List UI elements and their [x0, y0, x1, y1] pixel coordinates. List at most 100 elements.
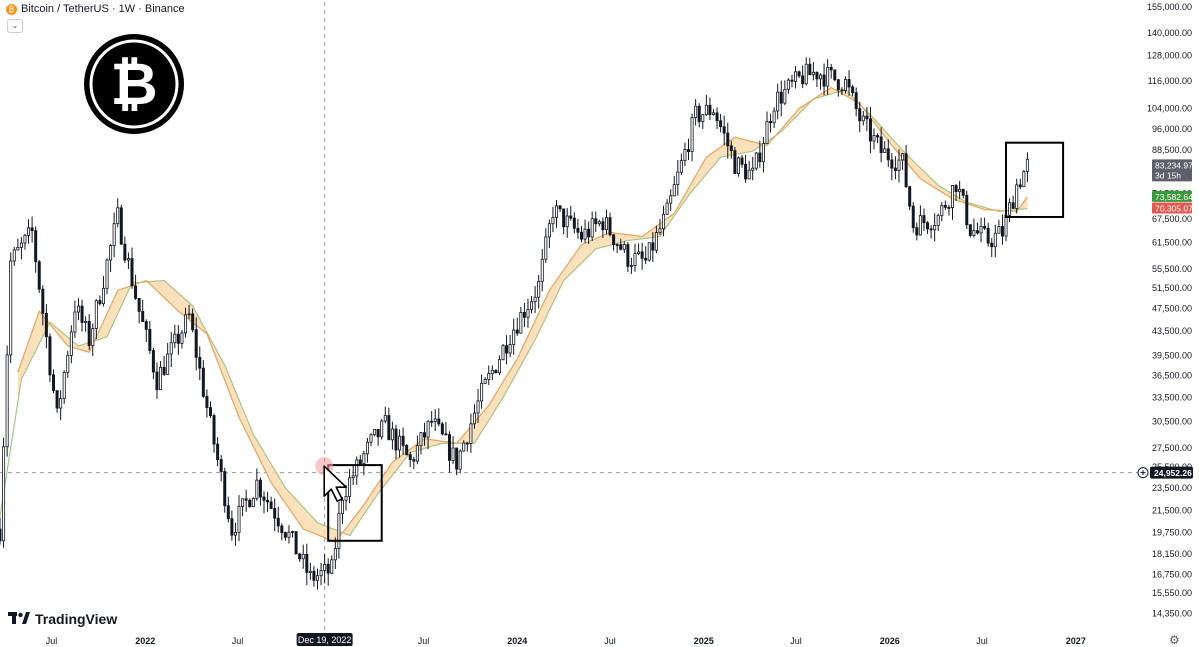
candle-body [515, 329, 519, 334]
candle-body [230, 518, 234, 536]
candle-body [216, 443, 220, 461]
candle-body [62, 371, 66, 399]
candle-body [1004, 214, 1008, 237]
highlight-box [327, 464, 383, 542]
candle-body [1025, 158, 1029, 172]
candle-body [683, 149, 687, 161]
candle-body [993, 232, 997, 248]
candle-body [365, 441, 369, 455]
candle-body [87, 321, 91, 347]
candle-body [233, 531, 237, 536]
candle-body [323, 563, 327, 571]
candle-body [444, 433, 448, 436]
candle-body [380, 420, 384, 438]
candle-body [319, 570, 323, 577]
candle-body [854, 92, 858, 110]
candle-body [287, 531, 291, 538]
candle-body [405, 445, 409, 456]
y-tick-label: 43,500.00 [1152, 326, 1192, 336]
y-tick-label: 47,500.00 [1152, 303, 1192, 313]
candle-body [151, 350, 155, 373]
candle-body [69, 331, 73, 356]
candle-body [519, 312, 523, 334]
candle-body [387, 415, 391, 441]
candle-body [744, 163, 748, 180]
candle-body [658, 228, 662, 233]
price-axis[interactable]: 155,000.00 140,000.00 128,000.00 116,000.00… [1147, 2, 1192, 619]
candle-body [526, 308, 530, 318]
candle-body [890, 159, 894, 169]
candle-body [141, 311, 145, 323]
candle-body [772, 110, 776, 124]
candle-body [308, 570, 312, 573]
candle-body [665, 202, 669, 215]
candle-body [555, 205, 559, 218]
candle-body [990, 242, 994, 248]
collapse-legend-button[interactable]: ⌄ [7, 19, 23, 33]
chart-title: Bitcoin / TetherUS · 1W · Binance [21, 3, 185, 15]
candle-body [301, 553, 305, 560]
candle-body [965, 194, 969, 226]
candle-body [897, 159, 901, 172]
candle-body [294, 531, 298, 555]
price-label-value: 70,305.07 [1155, 203, 1193, 213]
time-axis[interactable]: Jul 2022 Jul Jul 2024 Jul 2025 Jul 2026 Jul 2027 De… [46, 633, 1086, 646]
candle-body [583, 228, 587, 240]
candle-body [761, 143, 765, 163]
candle-body [30, 227, 34, 232]
candle-body [672, 184, 676, 197]
candle-body [711, 112, 715, 116]
gear-icon[interactable]: ⚙ [1169, 633, 1180, 647]
y-tick-label: 140,000.00 [1147, 28, 1192, 38]
tradingview-wordmark: TradingView [35, 611, 118, 627]
candle-body [180, 332, 184, 344]
candle-body [326, 563, 330, 574]
candle-body [569, 215, 573, 219]
candle-body [173, 333, 177, 344]
candle-body [547, 223, 551, 238]
candle-body [315, 575, 319, 581]
price-label-value: 83,234.97 [1155, 160, 1193, 170]
candle-body [472, 412, 476, 425]
candle-body [754, 152, 758, 169]
candle-body [462, 442, 466, 452]
candle-body [886, 148, 890, 161]
candle-body [747, 169, 751, 180]
price-label-badge [1152, 190, 1192, 202]
candle-body [758, 152, 762, 163]
candle-body [2, 446, 6, 542]
candle-body [997, 226, 1001, 234]
chart-header[interactable]: ₿ Bitcoin / TetherUS · 1W · Binance [6, 3, 185, 15]
x-tick-label: 2025 [694, 636, 714, 646]
candle-body [415, 445, 419, 462]
ma-band-fill [17, 87, 1028, 543]
candle-body [84, 321, 88, 323]
candle-body [883, 148, 887, 153]
candle-body [394, 428, 398, 451]
candle-body [551, 217, 555, 225]
x-tick-label: Jul [418, 636, 430, 646]
candle-body [811, 71, 815, 76]
candle-body [901, 153, 905, 161]
candle-body [176, 333, 180, 344]
candle-body [972, 230, 976, 236]
candle-body [126, 258, 130, 261]
candle-body [437, 418, 441, 425]
candle-body [876, 135, 880, 138]
candle-body [940, 205, 944, 217]
candle-body [208, 407, 212, 417]
crosshair-price-badge [1150, 466, 1193, 479]
y-tick-label: 61,500.00 [1152, 238, 1192, 248]
candle-body [612, 234, 616, 245]
candle-body [487, 373, 491, 380]
candle-body [954, 185, 958, 193]
candle-body [943, 205, 947, 208]
y-tick-label: 104,000.00 [1147, 104, 1192, 114]
candle-body [205, 395, 209, 408]
bitcoin-coin-icon: ₿ [6, 3, 17, 15]
candle-body [843, 79, 847, 91]
candle-body [704, 104, 708, 116]
candle-body [619, 244, 623, 250]
